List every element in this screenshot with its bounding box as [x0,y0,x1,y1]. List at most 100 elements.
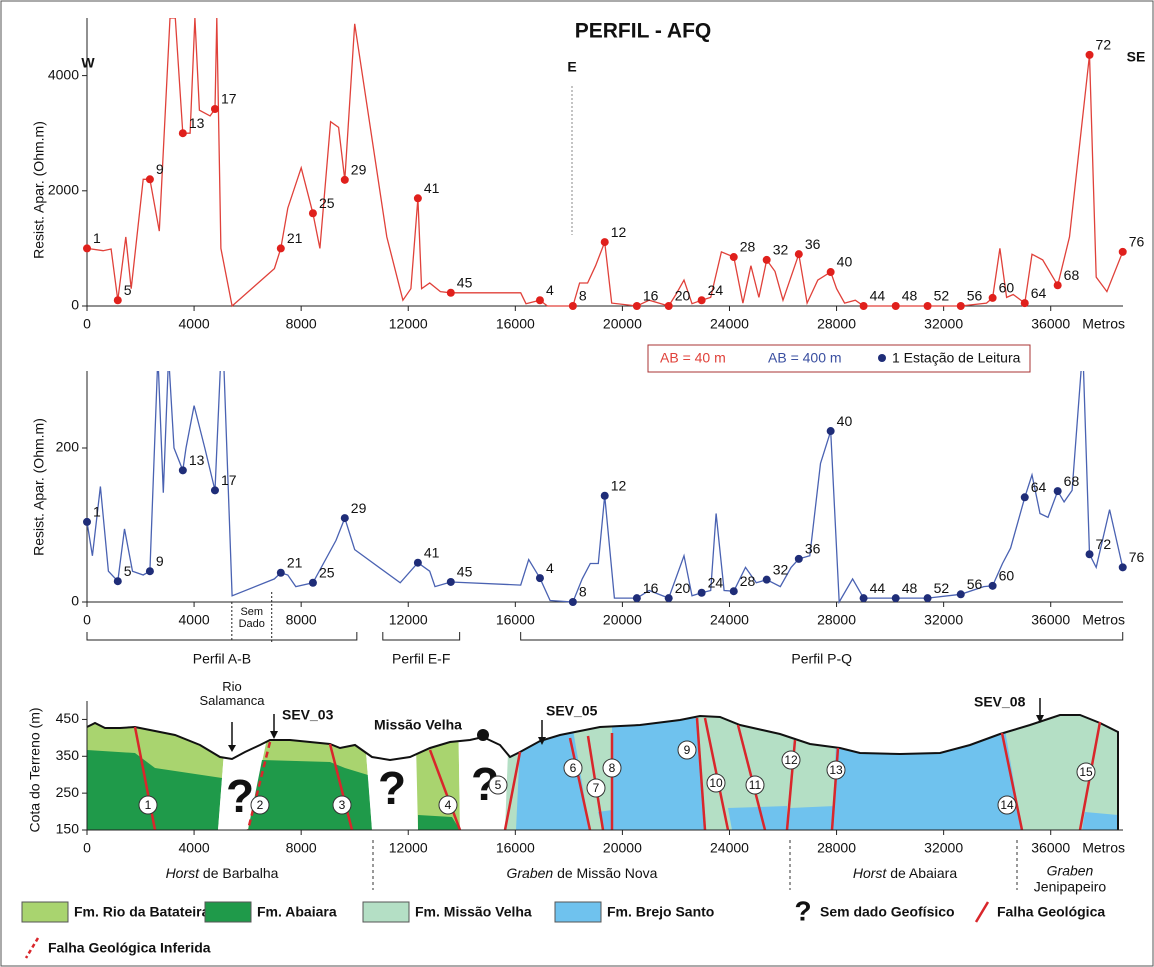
y-axis-label: Cota do Terreno (m) [27,707,43,832]
station-marker [1085,50,1094,59]
station-marker [340,175,349,184]
fault-inferred [246,741,272,831]
legend-fault [974,901,990,923]
block-label: Horst de Barbalha [166,865,279,881]
station-marker [664,594,673,603]
station-marker [697,588,706,597]
fault [1000,732,1024,831]
legend-label: Fm. Rio da Batateira [74,904,210,920]
station-label: 13 [189,452,205,468]
station-label: 12 [611,477,627,493]
fault-id: 3 [339,798,346,812]
y-tick-label: 450 [56,710,80,726]
fault [328,743,354,831]
fault-id-circle [706,773,726,793]
station-marker [859,594,868,603]
x-tick-label: 0 [83,316,91,332]
fault-id-circle [602,758,622,778]
x-tick-label: 4000 [179,840,210,856]
station-label: 36 [805,236,821,252]
station-label: 28 [740,239,756,255]
fault-id: 7 [593,781,600,795]
station-label: 17 [221,472,237,488]
legend-label: Fm. Abaiara [257,904,337,920]
station-marker [276,568,285,577]
fault [695,717,707,831]
unit-area [1000,715,1118,830]
fault-id-circle [997,795,1017,815]
station-label: 44 [870,580,886,596]
station-label: 72 [1096,536,1112,552]
annotation: SEV_05 [546,703,598,719]
station-label: 9 [156,161,164,177]
annotation: W [81,55,95,71]
station-label: 25 [319,195,335,211]
fault-id: 12 [784,753,798,767]
station-marker [446,288,455,297]
station-label: 52 [934,580,950,596]
fault-id: 13 [829,763,843,777]
station-label: 29 [351,162,367,178]
arrow-head [1036,715,1044,723]
station-marker [762,575,771,584]
station-label: 16 [643,580,659,596]
fault [503,751,522,831]
x-tick-label: 28000 [817,612,856,628]
station-label: 76 [1129,549,1145,565]
fault-id: 4 [445,798,452,812]
station-label: 52 [934,288,950,304]
x-tick-label: 0 [83,840,91,856]
station-marker [729,587,738,596]
arrow-head [538,737,546,745]
fault-id: 11 [749,778,762,792]
station-label: 45 [457,564,473,580]
x-tick-label: 28000 [817,316,856,332]
station-label: 4 [546,282,554,298]
annotation: SEV_08 [974,694,1026,710]
station-marker [1053,487,1062,496]
y-tick-label: 150 [56,821,80,837]
fault [428,749,462,831]
x-tick-label: 20000 [603,840,642,856]
station-label: 32 [773,561,789,577]
station-label: 44 [870,288,886,304]
station-marker [794,250,803,259]
station-label: 41 [424,180,440,196]
station-marker [826,268,835,277]
legend-swatch [204,901,252,923]
legend-label: AB = 40 m [660,350,726,366]
station-label: 12 [611,224,627,240]
station-marker [859,302,868,310]
y-tick-label: 200 [56,439,80,455]
station-marker [178,129,187,138]
station-marker [308,209,317,218]
fault-id: 14 [1000,798,1014,812]
fault-id-circle [677,740,697,760]
station-label: 45 [457,274,473,290]
station-marker [113,296,122,305]
station-marker [600,491,609,500]
station-marker [145,567,154,576]
profile-bracket [520,632,1124,641]
station-label: 64 [1031,285,1047,301]
station-marker [923,594,932,603]
station-marker [83,517,91,526]
y-tick-label: 350 [56,747,80,763]
x-tick-label: 8000 [286,612,317,628]
station-label: 1 [93,504,101,520]
station-marker [1020,299,1029,308]
station-label: 36 [805,541,821,557]
no-data-symbol: ? [226,770,254,822]
station-marker [891,302,900,310]
station-label: 21 [287,554,303,570]
profile-bracket [86,632,358,641]
station-marker [308,578,317,587]
x-tick-label: 24000 [710,612,749,628]
station-marker [891,594,900,603]
station-label: 20 [675,288,691,304]
fault-id: 8 [609,761,616,775]
station-label: 21 [287,230,303,246]
x-tick-label: 36000 [1031,840,1070,856]
y-tick-label: 2000 [48,182,79,198]
unit-area [568,715,612,830]
